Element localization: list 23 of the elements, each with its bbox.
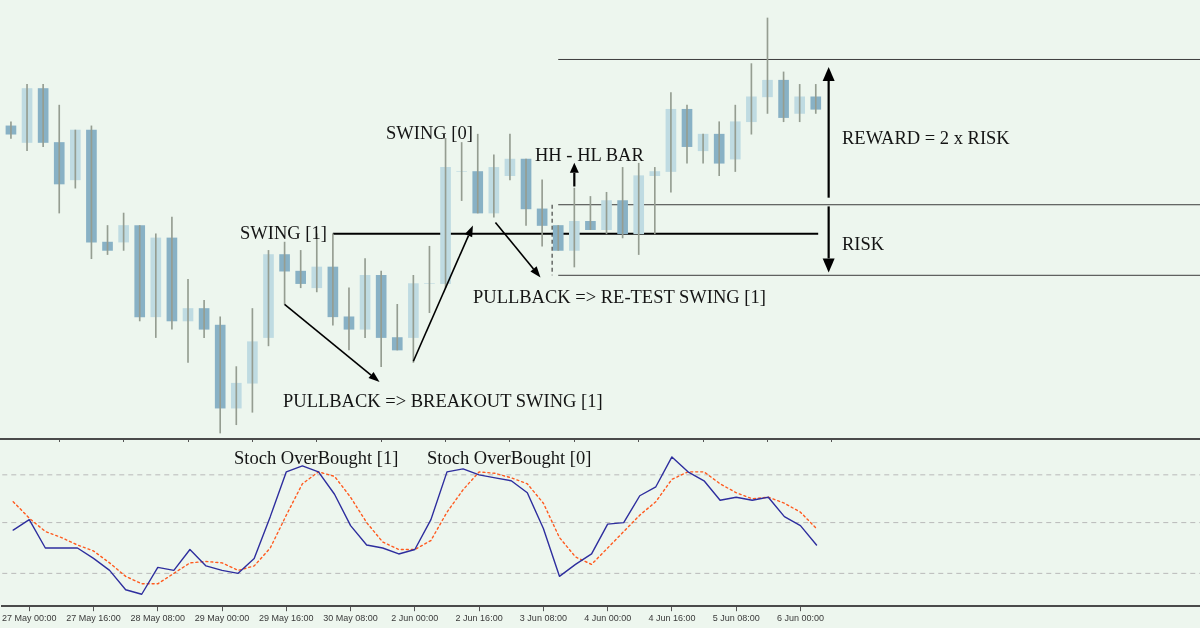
x-tick-label: 2 Jun 16:00 xyxy=(455,613,503,624)
x-tick-label: 27 May 00:00 xyxy=(1,613,57,624)
annotation: SWING [1] xyxy=(240,222,327,243)
annotation: PULLBACK => RE-TEST SWING [1] xyxy=(473,286,766,307)
x-tick-label: 30 May 08:00 xyxy=(323,613,378,624)
x-tick-label: 4 Jun 16:00 xyxy=(648,613,696,624)
x-tick-label: 4 Jun 00:00 xyxy=(584,613,632,624)
text: RISK xyxy=(842,233,885,254)
annotation: HH - HL BAR xyxy=(535,144,644,165)
x-tick-label: 27 May 16:00 xyxy=(66,613,121,624)
annotation: Stoch OverBought [0] xyxy=(427,447,592,468)
x-tick-label: 3 Jun 08:00 xyxy=(519,613,567,624)
annotation: PULLBACK => BREAKOUT SWING [1] xyxy=(283,390,603,411)
candlestick xyxy=(552,225,564,251)
x-tick-label: 29 May 00:00 xyxy=(194,613,250,624)
text: REWARD = 2 x RISK xyxy=(842,127,1010,148)
x-tick-label: 29 May 16:00 xyxy=(259,613,314,624)
x-tick-label: 2 Jun 00:00 xyxy=(391,613,439,624)
x-tick-label: 28 May 08:00 xyxy=(130,613,186,624)
x-tick-label: 6 Jun 00:00 xyxy=(776,613,824,624)
annotation: Stoch OverBought [1] xyxy=(234,447,399,468)
annotation: SWING [0] xyxy=(386,122,473,143)
x-tick-label: 5 Jun 08:00 xyxy=(712,613,760,624)
